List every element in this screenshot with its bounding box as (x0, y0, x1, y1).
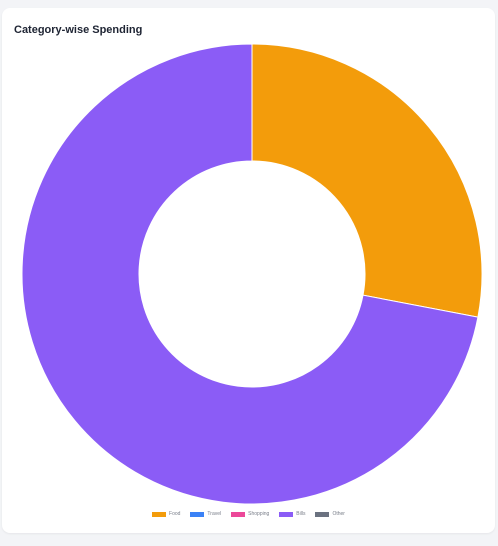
donut-slice-food[interactable] (251, 43, 483, 318)
legend-label: Other (332, 511, 345, 517)
legend-swatch (190, 511, 205, 517)
legend-label: Travel (207, 511, 222, 517)
legend-swatch (231, 511, 246, 517)
legend-item-bills[interactable]: Bills (279, 511, 305, 517)
legend-item-travel[interactable]: Travel (190, 511, 221, 517)
legend-label: Bills (296, 511, 306, 517)
donut-slice-bills[interactable] (21, 43, 479, 505)
chart-legend: Food Travel Shopping Bills Other (2, 511, 495, 517)
donut-chart (21, 43, 483, 505)
legend-item-shopping[interactable]: Shopping (231, 511, 269, 517)
legend-swatch (279, 511, 294, 517)
legend-label: Shopping (248, 511, 270, 517)
legend-label: Food (169, 511, 181, 517)
chart-title: Category-wise Spending (14, 24, 143, 36)
legend-swatch (152, 511, 167, 517)
legend-swatch (315, 511, 330, 517)
legend-item-food[interactable]: Food (152, 511, 180, 517)
legend-item-other[interactable]: Other (315, 511, 345, 517)
category-spending-card: Category-wise Spending Food Travel Shoppin… (2, 8, 495, 533)
